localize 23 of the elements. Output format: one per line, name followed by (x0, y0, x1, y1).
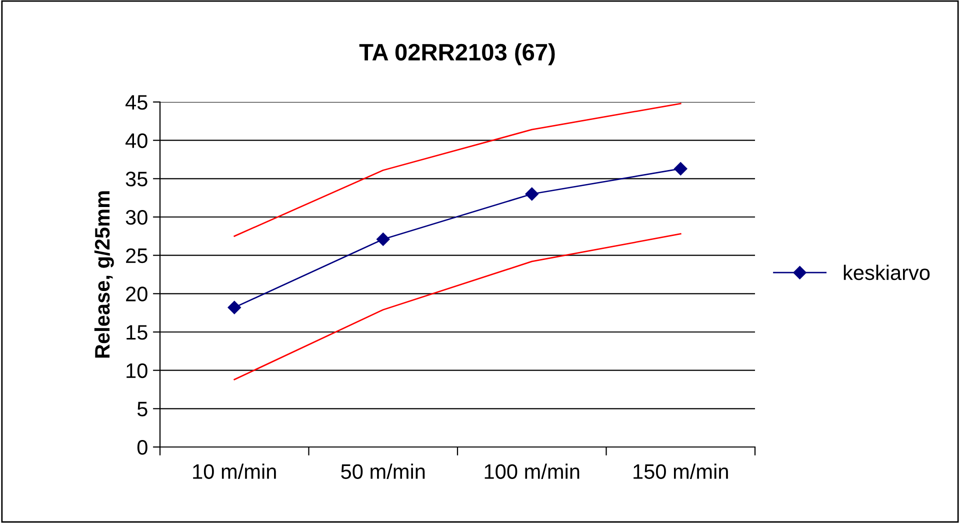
y-tick-label: 15 (126, 325, 148, 340)
y-tick-label: 40 (126, 133, 148, 148)
y-tick-label: 30 (126, 210, 148, 225)
y-tick-label: 25 (126, 248, 148, 264)
y-tick-label: 10 (126, 363, 148, 378)
y-tick-label: 0 (137, 440, 148, 455)
point (376, 232, 390, 246)
line-series (234, 102, 682, 237)
x-tick-label: 50 m/min (341, 464, 425, 479)
x-tick-label: 10 m/min (193, 464, 276, 479)
point (228, 300, 241, 314)
y-tick-label: 20 (126, 286, 148, 302)
point (525, 187, 538, 201)
y-tick-label: 35 (126, 172, 148, 186)
legend-label: keskiarvo (844, 264, 930, 280)
y-tick-label: 45 (126, 95, 148, 110)
point (674, 162, 688, 176)
y-axis-title: Release, g/25mm (94, 191, 114, 358)
x-tick-label: 150 m/min (634, 464, 728, 479)
chart-title: TA 02RR2103 (67) (359, 43, 555, 66)
line-series (234, 233, 682, 380)
y-tick-label: 5 (137, 402, 148, 416)
x-tick-label: 100 m/min (484, 464, 580, 479)
